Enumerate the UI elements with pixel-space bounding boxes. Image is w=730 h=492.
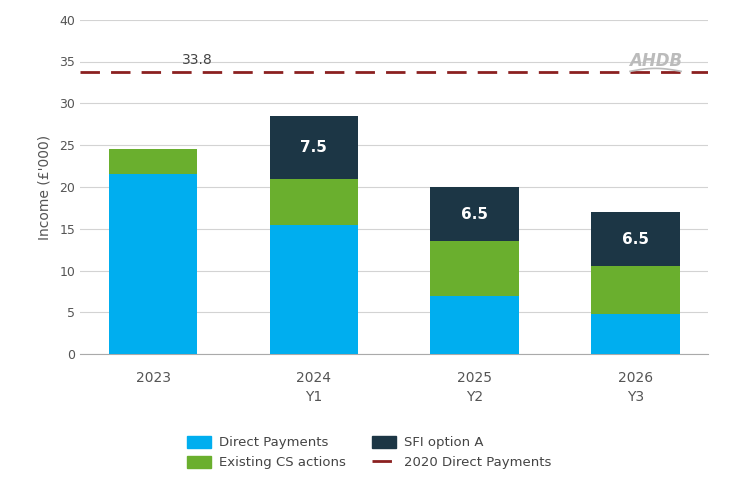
Text: 2024: 2024 [296, 371, 331, 385]
Bar [591, 212, 680, 267]
Bar [431, 296, 519, 354]
Text: AHDB: AHDB [629, 52, 683, 70]
Text: Y1: Y1 [305, 390, 323, 404]
Bar [109, 174, 197, 354]
Bar [269, 179, 358, 224]
Bar [269, 116, 358, 179]
Text: 33.8: 33.8 [182, 53, 212, 67]
Bar [109, 149, 197, 174]
Text: 6.5: 6.5 [461, 207, 488, 221]
Text: 2025: 2025 [457, 371, 492, 385]
Bar [269, 224, 358, 354]
Text: 2026: 2026 [618, 371, 653, 385]
Bar [431, 187, 519, 241]
Text: 6.5: 6.5 [622, 232, 649, 246]
Y-axis label: Income (£'000): Income (£'000) [37, 134, 51, 240]
Text: Y3: Y3 [627, 390, 644, 404]
Bar [591, 266, 680, 314]
Text: 2023: 2023 [136, 371, 171, 385]
Text: Y2: Y2 [466, 390, 483, 404]
Bar [431, 241, 519, 296]
Legend: Direct Payments, Existing CS actions, SFI option A, 2020 Direct Payments: Direct Payments, Existing CS actions, SF… [182, 431, 556, 475]
Bar [591, 314, 680, 354]
Text: 7.5: 7.5 [300, 140, 327, 154]
